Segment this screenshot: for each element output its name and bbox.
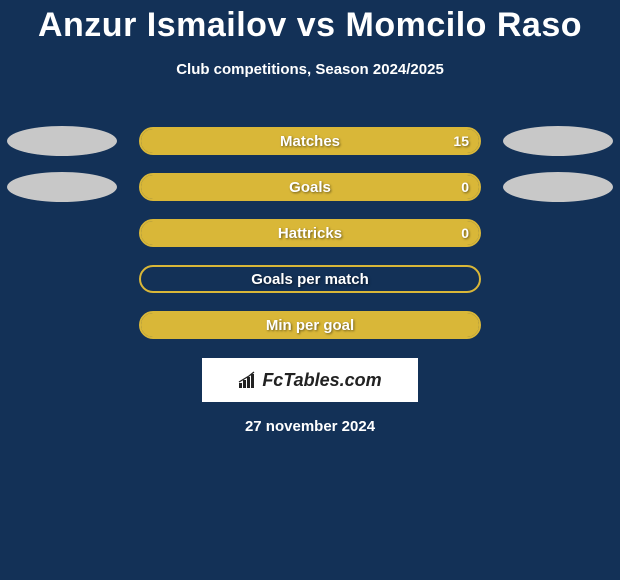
- stat-bar: Min per goal: [139, 311, 481, 339]
- bar-label: Hattricks: [141, 221, 479, 245]
- bar-label: Goals per match: [141, 267, 479, 291]
- bar-label: Matches: [141, 129, 479, 153]
- stat-bar: Hattricks 0: [139, 219, 481, 247]
- bar-value: 0: [461, 221, 469, 245]
- right-ellipse: [503, 126, 613, 156]
- bar-value: 15: [453, 129, 469, 153]
- stat-bar: Goals per match: [139, 265, 481, 293]
- stats-container: Matches 15 Goals 0 Hattricks 0 Goals per…: [0, 118, 620, 348]
- page-title: Anzur Ismailov vs Momcilo Raso: [0, 0, 620, 45]
- left-ellipse: [7, 126, 117, 156]
- right-ellipse: [503, 172, 613, 202]
- bar-label: Min per goal: [141, 313, 479, 337]
- chart-icon: [238, 371, 260, 389]
- stat-row-matches: Matches 15: [0, 118, 620, 164]
- bar-label: Goals: [141, 175, 479, 199]
- stat-row-goals-per-match: Goals per match: [0, 256, 620, 302]
- left-ellipse: [7, 172, 117, 202]
- stat-row-min-per-goal: Min per goal: [0, 302, 620, 348]
- stat-bar: Goals 0: [139, 173, 481, 201]
- subtitle: Club competitions, Season 2024/2025: [0, 61, 620, 78]
- bar-value: 0: [461, 175, 469, 199]
- date-text: 27 november 2024: [0, 418, 620, 435]
- fctables-logo[interactable]: FcTables.com: [202, 358, 418, 402]
- stat-row-goals: Goals 0: [0, 164, 620, 210]
- stat-row-hattricks: Hattricks 0: [0, 210, 620, 256]
- stat-bar: Matches 15: [139, 127, 481, 155]
- logo-text: FcTables.com: [262, 370, 381, 391]
